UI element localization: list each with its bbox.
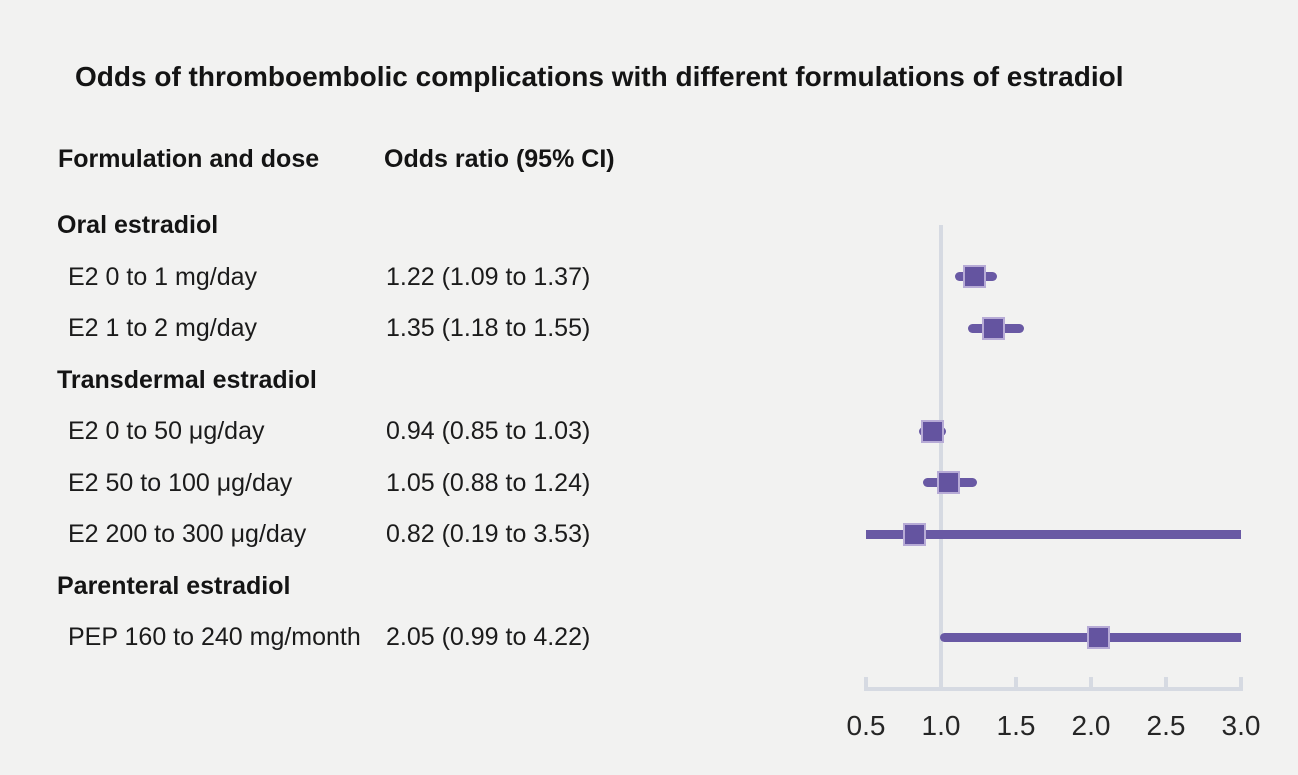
row-odds-ratio-value: 1.22 (1.09 to 1.37) [386,262,591,291]
odds-ratio-marker [1087,625,1110,649]
confidence-interval-line [866,529,1241,539]
reference-line [939,225,943,691]
odds-ratio-marker [920,419,944,443]
chart-title: Odds of thromboembolic complications wit… [75,61,1124,92]
x-axis-tick-label: 2.5 [1146,710,1186,741]
odds-ratio-marker [902,522,926,546]
row-label: E2 1 to 2 mg/day [68,314,258,342]
x-axis-tick [1089,677,1093,691]
row-label: PEP 160 to 240 mg/month [68,623,361,651]
column-header-formulation: Formulation and dose [58,145,320,173]
row-label: E2 0 to 1 mg/day [68,262,258,291]
x-axis-tick [864,677,868,691]
row-label: E2 0 to 50 μg/day [68,417,265,445]
row-label: E2 50 to 100 μg/day [68,468,293,497]
x-axis-tick [1014,677,1018,691]
row-odds-ratio-value: 0.82 (0.19 to 3.53) [386,520,591,548]
odds-ratio-marker [937,471,960,494]
x-axis-tick-label: 0.5 [846,710,886,741]
x-axis-tick-label: 1.0 [921,710,961,741]
x-axis-tick-label: 1.5 [996,710,1036,741]
x-axis-tick-label: 3.0 [1221,710,1261,741]
row-odds-ratio-value: 1.05 (0.88 to 1.24) [386,468,591,497]
group-label: Transdermal estradiol [57,365,317,394]
row-label: E2 200 to 300 μg/day [68,520,307,548]
x-axis-tick [939,677,943,691]
column-header-odds-ratio: Odds ratio (95% CI) [384,145,615,173]
row-odds-ratio-value: 2.05 (0.99 to 4.22) [386,623,591,651]
x-axis-line [864,687,1243,691]
x-axis-tick [1164,677,1168,691]
row-odds-ratio-value: 1.35 (1.18 to 1.55) [386,314,591,342]
x-axis-tick-label: 2.0 [1071,710,1111,741]
x-axis-tick [1239,677,1243,691]
group-label: Parenteral estradiol [57,571,291,600]
odds-ratio-marker [982,316,1005,340]
odds-ratio-marker [962,265,986,288]
row-odds-ratio-value: 0.94 (0.85 to 1.03) [386,417,591,445]
group-label: Oral estradiol [57,211,219,239]
